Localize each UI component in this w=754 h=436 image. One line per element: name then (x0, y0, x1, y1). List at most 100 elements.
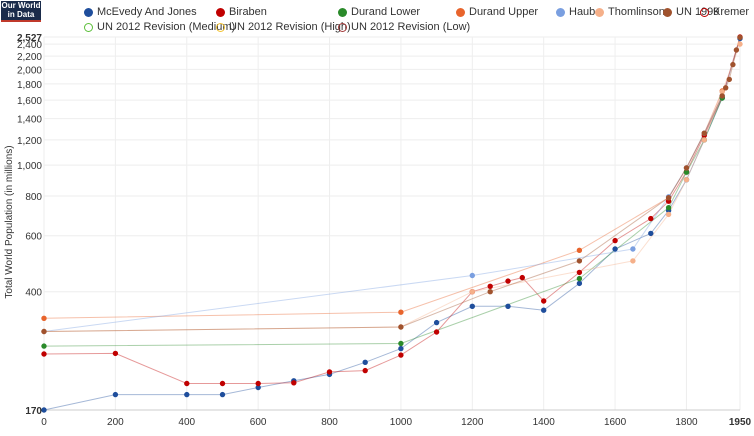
data-point[interactable] (665, 211, 672, 218)
data-point[interactable] (362, 367, 368, 374)
legend-item-durand-upper[interactable]: Durand Upper (456, 6, 538, 18)
data-point[interactable] (683, 165, 690, 171)
legend-dot-icon (556, 7, 565, 17)
data-point[interactable] (737, 41, 743, 47)
data-point[interactable] (665, 204, 672, 211)
data-point[interactable] (255, 380, 261, 387)
data-point[interactable] (398, 309, 404, 315)
legend-item-un2012-high[interactable]: UN 2012 Revision (High) (216, 21, 351, 33)
legend-label: Thomlinson (608, 6, 665, 18)
legend-item-mcevedy[interactable]: McEvedy And Jones (84, 6, 197, 18)
legend-item-durand-lower[interactable]: Durand Lower (338, 6, 420, 18)
data-point[interactable] (291, 380, 297, 386)
data-point[interactable] (41, 343, 47, 349)
data-point[interactable] (433, 329, 440, 335)
legend-item-kremer[interactable]: Kremer (700, 6, 749, 18)
data-point[interactable] (648, 230, 654, 237)
series-line (43, 37, 741, 332)
data-point[interactable] (576, 280, 583, 287)
data-point[interactable] (576, 269, 583, 276)
y-tick-label: 1,800 (17, 80, 42, 91)
series-line (43, 43, 741, 332)
data-point[interactable] (184, 391, 190, 398)
data-point[interactable] (733, 47, 740, 53)
y-tick-label: 1,000 (17, 161, 42, 172)
y-axis-label: Total World Population (in millions) (4, 145, 15, 298)
legend-label: Durand Upper (469, 6, 539, 18)
data-point[interactable] (519, 274, 525, 281)
data-point[interactable] (487, 283, 493, 289)
data-point[interactable] (398, 352, 404, 358)
x-tick-label: 400 (178, 417, 195, 428)
data-point[interactable] (362, 359, 368, 365)
legend-label: McEvedy And Jones (97, 6, 197, 18)
data-point[interactable] (469, 272, 475, 279)
data-point[interactable] (576, 258, 583, 264)
legend-item-thomlinson[interactable]: Thomlinson (595, 6, 665, 18)
data-point[interactable] (487, 289, 493, 295)
data-point[interactable] (41, 351, 47, 357)
x-tick-label: 600 (250, 417, 267, 428)
data-point[interactable] (112, 350, 119, 357)
data-point[interactable] (701, 137, 707, 143)
data-point[interactable] (576, 247, 583, 253)
y-tick-label: 170 (25, 406, 42, 417)
data-point[interactable] (726, 76, 732, 83)
data-point[interactable] (730, 61, 736, 68)
data-point[interactable] (630, 246, 636, 252)
legend-dot-icon (84, 7, 93, 17)
legend-item-un1999[interactable]: UN 1999 (663, 6, 719, 18)
data-point[interactable] (112, 391, 119, 398)
data-point[interactable] (505, 303, 511, 309)
data-point[interactable] (469, 303, 475, 309)
owid-logo[interactable]: Our World in Data (1, 1, 41, 22)
data-point[interactable] (630, 258, 636, 264)
logo-line2: in Data (7, 10, 35, 19)
data-point[interactable] (398, 324, 404, 330)
data-point[interactable] (505, 278, 511, 284)
data-point[interactable] (469, 289, 475, 295)
legend-item-un2012-low[interactable]: UN 2012 Revision (Low) (338, 21, 470, 33)
series-lines (43, 36, 741, 411)
data-point[interactable] (723, 85, 729, 91)
data-point[interactable] (612, 237, 618, 244)
data-point[interactable] (737, 34, 743, 41)
series-line (43, 97, 723, 347)
legend-ring-icon (84, 22, 93, 32)
x-tick-label: 1200 (461, 417, 484, 428)
data-point[interactable] (576, 275, 583, 282)
data-point[interactable] (541, 307, 547, 313)
y-tick-label: 1,200 (17, 136, 42, 147)
data-point[interactable] (719, 93, 725, 99)
data-point[interactable] (398, 340, 404, 347)
data-point[interactable] (612, 246, 618, 252)
series-line (43, 90, 723, 319)
data-point[interactable] (41, 407, 47, 413)
data-point[interactable] (41, 328, 47, 335)
legend-label: UN 1999 (676, 6, 720, 18)
legend-ring-icon (338, 22, 347, 32)
legend-item-un2012-medium[interactable]: UN 2012 Revision (Medium) (84, 21, 235, 33)
data-point[interactable] (541, 298, 547, 304)
legend-label: UN 2012 Revision (High) (229, 21, 351, 33)
x-tick-label: 800 (321, 417, 338, 428)
data-point[interactable] (41, 315, 47, 321)
legend-item-haub[interactable]: Haub (556, 6, 595, 18)
data-point[interactable] (219, 391, 226, 398)
legend-item-biraben[interactable]: Biraben (216, 6, 267, 18)
legend-label: Haub (569, 6, 596, 18)
data-point[interactable] (184, 380, 190, 387)
data-point[interactable] (683, 176, 690, 183)
data-point[interactable] (398, 345, 404, 352)
data-point[interactable] (665, 194, 672, 201)
x-tick-label: 1000 (390, 417, 413, 428)
data-point[interactable] (648, 215, 654, 222)
data-point[interactable] (433, 319, 440, 326)
legend-dot-icon (216, 7, 225, 17)
data-point[interactable] (326, 369, 333, 375)
data-point[interactable] (219, 380, 226, 387)
legend-label: UN 2012 Revision (Medium) (97, 21, 236, 33)
y-tick-label: 1,400 (17, 115, 42, 126)
data-point[interactable] (701, 130, 707, 136)
